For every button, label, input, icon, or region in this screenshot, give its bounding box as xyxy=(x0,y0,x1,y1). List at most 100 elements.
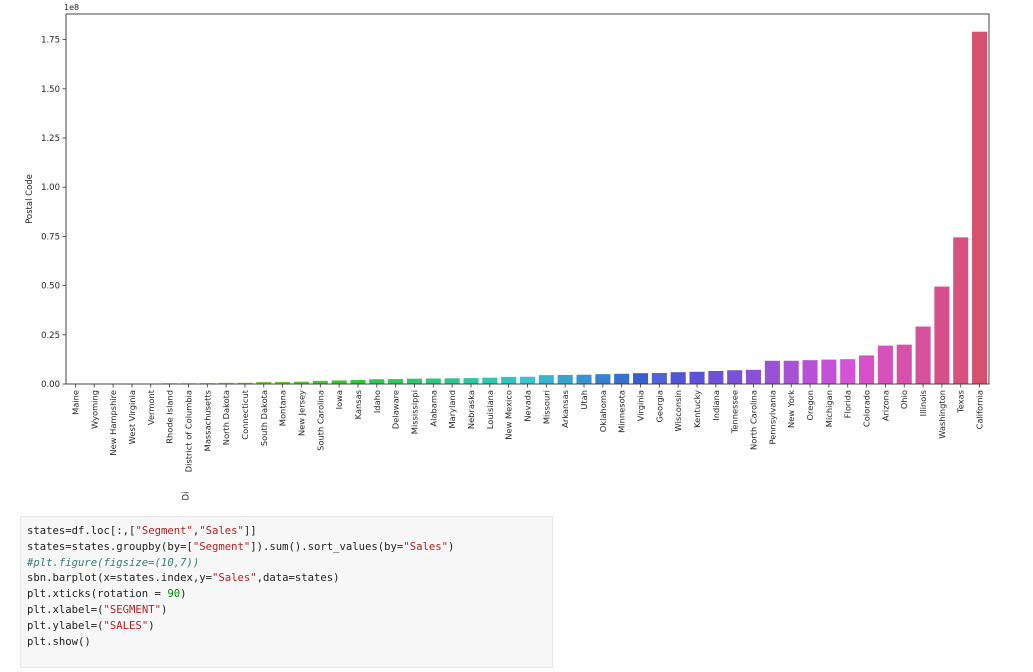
x-tick-label: Montana xyxy=(278,390,288,426)
x-tick-label: Michigan xyxy=(824,390,834,427)
code-token: ) xyxy=(148,619,155,632)
y-tick-label: 1.25 xyxy=(41,134,60,144)
bar-washington xyxy=(934,286,950,384)
x-tick-label: Pennsylvania xyxy=(767,390,777,445)
bar-south-carolina xyxy=(312,380,328,384)
code-token: "SALES" xyxy=(103,619,149,632)
code-line: states=states.groupby(by=["Segment"]).su… xyxy=(27,540,546,556)
x-axis: Maine Wyoming New Hampshire West Virginia Ve… xyxy=(70,384,985,472)
x-tick-label: Missouri xyxy=(541,390,551,424)
x-tick-label: Minnesota xyxy=(617,390,627,433)
y-tick-label: 0.50 xyxy=(41,282,60,292)
x-tick-label: Ohio xyxy=(899,390,909,409)
x-tick-label: West Virginia xyxy=(127,390,137,444)
x-tick-label: Vermont xyxy=(146,389,156,425)
bars-layer xyxy=(162,31,988,384)
x-axis-label: Di xyxy=(181,492,191,501)
x-tick-label: California xyxy=(975,390,985,429)
bar-alabama xyxy=(425,378,441,384)
code-token: 90 xyxy=(167,588,181,601)
code-token: #plt.figure(figsize=(10,7)) xyxy=(27,556,200,569)
bar-nebraska xyxy=(463,378,479,384)
x-tick-label: North Carolina xyxy=(749,390,759,450)
code-lines: states=df.loc[:,["Segment","Sales"]] stat… xyxy=(27,524,546,650)
bar-oklahoma xyxy=(595,374,611,384)
bar-kentucky xyxy=(689,371,705,384)
x-tick-label: Maine xyxy=(70,390,80,415)
code-line: plt.xlabel=("SEGMENT") xyxy=(27,603,546,619)
code-line: plt.ylabel=("SALES") xyxy=(27,619,546,635)
y-tick-label: 0.25 xyxy=(41,331,60,341)
bar-south-dakota xyxy=(256,382,272,384)
bar-illinois xyxy=(915,326,931,384)
x-tick-label: Arizona xyxy=(880,390,890,421)
bar-oregon xyxy=(802,360,818,384)
code-token: plt.xlabel=( xyxy=(27,603,104,616)
bar-montana xyxy=(275,381,291,384)
code-token: "Sales" xyxy=(403,540,448,553)
bar-iowa xyxy=(331,380,347,384)
code-token: "Sales" xyxy=(199,525,244,537)
bar-tennessee xyxy=(727,370,743,384)
x-tick-label: Florida xyxy=(843,390,853,418)
x-tick-label: Nebraska xyxy=(466,390,476,429)
code-token: ) xyxy=(447,540,455,553)
x-tick-label: District of Columbia xyxy=(183,390,193,472)
x-tick-label: Washington xyxy=(937,390,947,439)
y-axis-label: Postal Code xyxy=(25,174,35,224)
code-line: sbn.barplot(x=states.index,y="Sales",dat… xyxy=(27,571,546,587)
bar-idaho xyxy=(369,379,385,384)
bar-minnesota xyxy=(614,373,630,384)
x-tick-label: Wisconsin xyxy=(673,390,683,431)
y-axis: 0.00 0.25 0.50 0.75 1.00 1.25 1.50 1.75 xyxy=(41,36,66,390)
x-tick-label: Massachusetts xyxy=(202,390,212,451)
bar-indiana xyxy=(708,371,724,384)
x-tick-label: Maryland xyxy=(447,390,457,428)
x-tick-label: Idaho xyxy=(372,390,382,413)
x-tick-label: Arkansas xyxy=(560,390,570,428)
code-token: ) xyxy=(160,603,168,616)
code-line: plt.xticks(rotation = 90) xyxy=(27,587,546,603)
code-token: plt.ylabel=( xyxy=(27,619,104,632)
x-tick-label: New Hampshire xyxy=(108,390,118,456)
bar-missouri xyxy=(538,375,554,384)
code-token: ]] xyxy=(243,525,257,537)
x-tick-label: Rhode Island xyxy=(165,390,175,444)
code-token: states=states.groupby(by=[ xyxy=(27,540,193,553)
code-cell[interactable]: states=df.loc[:,["Segment","Sales"]] stat… xyxy=(20,516,553,668)
x-tick-label: Delaware xyxy=(391,390,401,429)
code-line: plt.show() xyxy=(27,635,546,651)
code-token: , xyxy=(192,525,200,537)
code-token: plt.xticks(rotation = xyxy=(27,588,168,601)
code-token: sbn.barplot(x=states.index,y= xyxy=(27,572,212,585)
x-tick-label: Iowa xyxy=(334,390,344,409)
bar-georgia xyxy=(651,372,667,384)
bar-florida xyxy=(840,359,856,384)
x-tick-label: New Mexico xyxy=(504,390,514,440)
x-tick-label: New Jersey xyxy=(296,390,306,436)
x-tick-label: Georgia xyxy=(654,390,664,423)
x-tick-label: Kansas xyxy=(353,390,363,419)
bar-ohio xyxy=(896,344,912,384)
bar-arizona xyxy=(877,345,893,384)
x-tick-label: Alabama xyxy=(428,390,438,427)
code-token: "SEGMENT" xyxy=(103,603,161,616)
code-token: ,data=states) xyxy=(256,572,340,585)
bar-new-mexico xyxy=(501,376,517,384)
y-tick-label: 1.50 xyxy=(41,85,60,95)
code-token: "Segment" xyxy=(135,525,193,537)
bar-delaware xyxy=(388,379,404,384)
x-tick-label: Utah xyxy=(579,390,589,410)
code-token: "Sales" xyxy=(211,572,257,585)
bar-virginia xyxy=(632,373,649,384)
x-tick-label: Oregon xyxy=(805,390,815,420)
x-tick-label: Nevada xyxy=(523,390,533,422)
bar-louisiana xyxy=(482,377,498,384)
x-tick-label: Texas xyxy=(956,390,966,414)
bar-north-dakota xyxy=(218,382,234,384)
bar-connecticut xyxy=(237,382,253,384)
bar-nevada xyxy=(519,376,536,384)
x-tick-label: Tennessee xyxy=(730,390,740,434)
code-token: plt.show() xyxy=(27,635,91,648)
x-tick-label: South Dakota xyxy=(259,390,269,446)
